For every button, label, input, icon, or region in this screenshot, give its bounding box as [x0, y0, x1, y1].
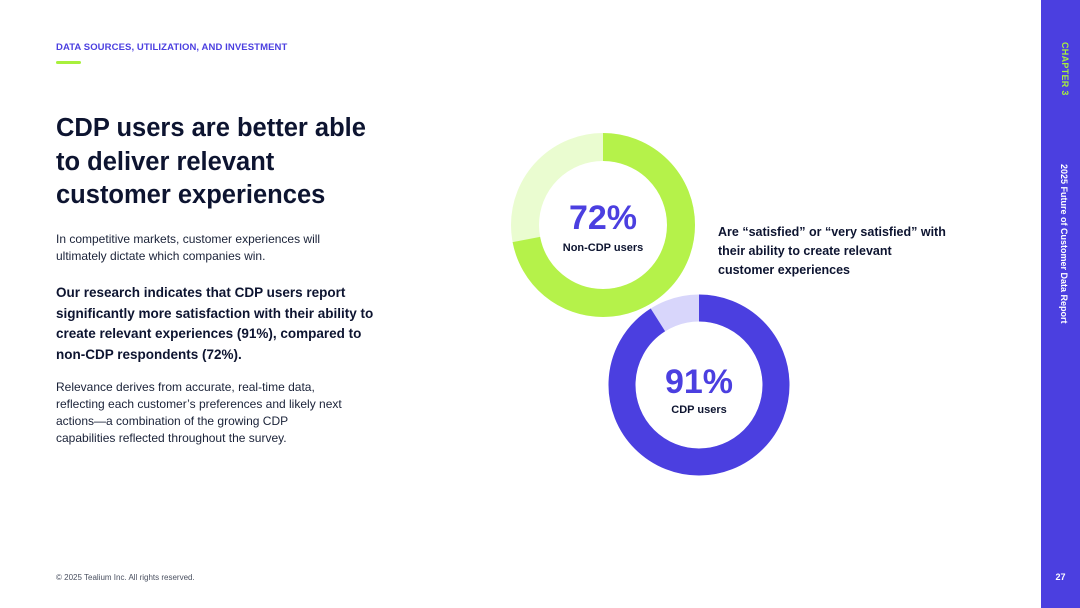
- donut-label-non-cdp: Non-CDP users: [562, 242, 644, 254]
- copyright-notice: © 2025 Tealium Inc. All rights reserved.: [56, 573, 195, 582]
- donut-chart-cdp: 91% CDP users: [604, 290, 794, 480]
- donut-value-non-cdp: 72%: [568, 199, 638, 237]
- research-paragraph: Our research indicates that CDP users re…: [56, 285, 374, 362]
- report-title: 2025 Future of Customer Data Report: [1059, 164, 1069, 324]
- donut-svg-non-cdp: [511, 133, 695, 317]
- donut-label-cdp: CDP users: [671, 404, 727, 416]
- section-underline: [56, 61, 81, 64]
- donut-segment-cdp: [608, 294, 790, 476]
- donut-value-cdp: 91%: [664, 363, 734, 401]
- donut-svg-cdp: [608, 294, 790, 476]
- donut-segment-non-cdp: [511, 133, 695, 317]
- intro-paragraph: In competitive markets, customer experie…: [56, 232, 321, 263]
- relevance-paragraph: Relevance derives from accurate, real-ti…: [56, 380, 342, 445]
- chart-annotation: Are “satisfied” or “very satisfied” with…: [718, 225, 946, 277]
- section-label: DATA SOURCES, UTILIZATION, AND INVESTMEN…: [56, 42, 288, 53]
- donut-chart-non-cdp: 72% Non-CDP users: [508, 130, 698, 320]
- chapter-label: CHAPTER 3: [1060, 42, 1070, 96]
- page-number: 27: [1055, 572, 1066, 582]
- page-title: CDP users are better able to deliver rel…: [56, 114, 366, 209]
- chapter-sidebar: [1041, 0, 1080, 608]
